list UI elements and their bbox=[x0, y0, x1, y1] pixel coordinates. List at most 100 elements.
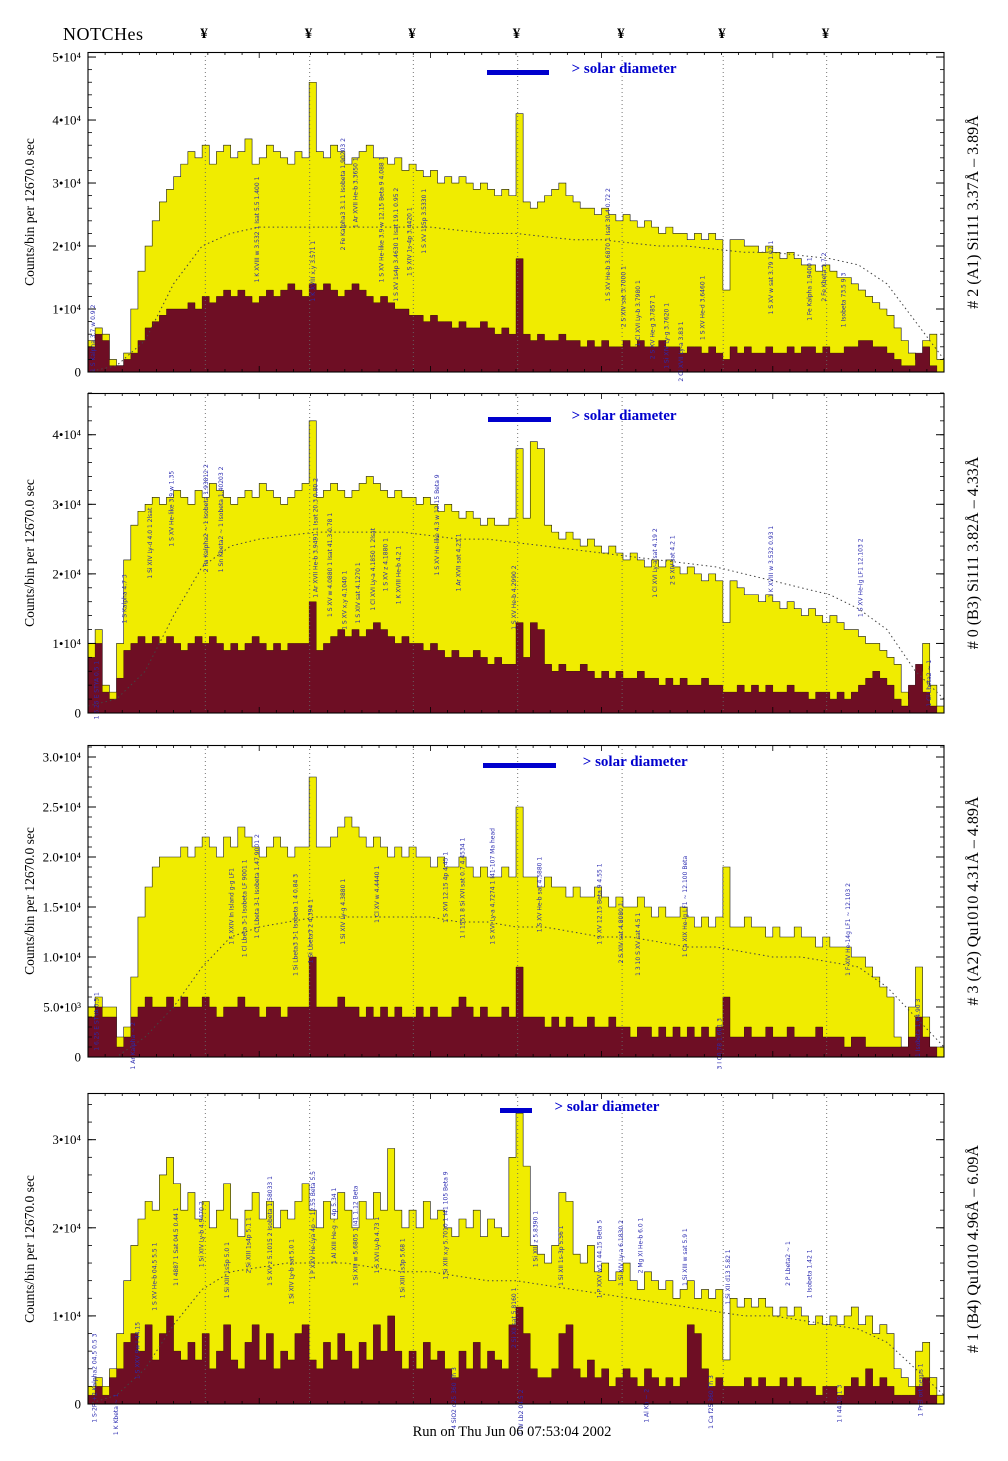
svg-text:2 P Lbeta2 ~ 1: 2 P Lbeta2 ~ 1 bbox=[785, 1241, 792, 1286]
svg-text:1 Cl XVI Ly-a sat 4.19 2: 1 Cl XVI Ly-a sat 4.19 2 bbox=[652, 528, 659, 598]
svg-text:1 S XVI Ly-a 4.7274 1 I41-107: 1 S XVI Ly-a 4.7274 1 I41-107 Ma head bbox=[490, 828, 497, 945]
svg-text:2•10⁴: 2•10⁴ bbox=[52, 239, 81, 254]
svg-text:0: 0 bbox=[75, 1050, 82, 1065]
svg-text:1.5•10⁴: 1.5•10⁴ bbox=[43, 900, 82, 915]
svg-text:1 Isobeta 1.64.90 3: 1 Isobeta 1.64.90 3 bbox=[915, 998, 922, 1057]
svg-text:2.0•10⁴: 2.0•10⁴ bbox=[43, 850, 82, 865]
svg-text:1 S XV He-like 3.9 w 12.15 Bet: 1 S XV He-like 3.9 w 12.15 Beta 9 4.088 … bbox=[378, 156, 385, 282]
svg-text:2•10⁴: 2•10⁴ bbox=[52, 1220, 81, 1235]
svg-text:1 PrEl ort nexus 1: 1 PrEl ort nexus 1 bbox=[918, 1363, 925, 1416]
notches-label: NOTCHes bbox=[63, 24, 144, 44]
svg-text:1 Ar Kalpha ~ 2: 1 Ar Kalpha ~ 2 bbox=[130, 1022, 137, 1070]
svg-text:2 Cl XVII Ly-a 3.83 1: 2 Cl XVII Ly-a 3.83 1 bbox=[678, 321, 685, 381]
svg-text:1 S XV 1s5p 3.5330 1: 1 S XV 1s5p 3.5330 1 bbox=[421, 189, 428, 254]
svg-text:5•10⁴: 5•10⁴ bbox=[52, 50, 81, 65]
svg-text:1 Ca f25 360 Th 3: 1 Ca f25 360 Th 3 bbox=[708, 1375, 715, 1429]
svg-text:1 Si XIII w sat 5.9 1: 1 Si XIII w sat 5.9 1 bbox=[682, 1228, 689, 1286]
notch-symbol: ¥ bbox=[718, 26, 726, 42]
svg-text:1 S XV He-b 04.5 5.5 1: 1 S XV He-b 04.5 5.5 1 bbox=[151, 1242, 158, 1310]
svg-text:1 Cl XVI Ly-b 3.7980 1: 1 Cl XVI Ly-b 3.7980 1 bbox=[635, 280, 642, 346]
svg-text:1 K XVIII w 3.532 1 Isat 5.5 1: 1 K XVIII w 3.532 1 Isat 5.5 1.400 1 bbox=[254, 176, 261, 282]
svg-text:2 Si XII sat 5.8160 1: 2 Si XII sat 5.8160 1 bbox=[511, 1287, 518, 1348]
svg-text:1.0•10⁴: 1.0•10⁴ bbox=[43, 950, 82, 965]
spectrum-chart-4: 1 S-2R +2 Kalpha2 04.5 0.5 3 1 K Kbeta ~ … bbox=[52, 1092, 945, 1435]
svg-text:0: 0 bbox=[75, 365, 82, 380]
svg-text:1 6.25 E STYA 0.5 1: 1 6.25 E STYA 0.5 1 bbox=[93, 992, 100, 1051]
notch-symbol: ¥ bbox=[408, 26, 416, 42]
svg-text:1 Isobeta 73.5 9 3: 1 Isobeta 73.5 9 3 bbox=[841, 272, 848, 327]
svg-text:1 Si XIV Ly-b sat 5.0 1: 1 Si XIV Ly-b sat 5.0 1 bbox=[288, 1239, 295, 1305]
svg-text:1 Si Lbeta3 2 4.394 1: 1 Si Lbeta3 2 4.394 1 bbox=[307, 899, 314, 964]
svg-text:1 S XIV sat 4.1270 1: 1 S XIV sat 4.1270 1 bbox=[355, 562, 362, 623]
svg-text:1 Si XII d13 5.82 1: 1 Si XII d13 5.82 1 bbox=[725, 1249, 732, 1304]
svg-text:0: 0 bbox=[75, 706, 82, 721]
svg-text:1 S XV 1s4p 3.4630 1 Isat 19.1: 1 S XV 1s4p 3.4630 1 Isat 19.1 0.95 2 bbox=[393, 188, 400, 302]
svg-text:2 Fe Kbeta 1.7 2: 2 Fe Kbeta 1.7 2 bbox=[821, 252, 828, 301]
svg-text:1 K XVIII w 3.532 0.93 1: 1 K XVIII w 3.532 0.93 1 bbox=[768, 526, 775, 598]
svg-text:1 S XVI 12.15 4p 4.45 1: 1 S XVI 12.15 4p 4.45 1 bbox=[443, 852, 450, 923]
svg-text:3•10⁴: 3•10⁴ bbox=[52, 497, 81, 512]
svg-text:1 Ar XVII He-b 3.9491 1 Isat 2: 1 Ar XVII He-b 3.9491 1 Isat 20.3 0.80 2 bbox=[312, 478, 319, 598]
svg-text:1 Al XIII He-g ~ 4p 5.34 1: 1 Al XIII He-g ~ 4p 5.34 1 bbox=[331, 1188, 338, 1265]
svg-text:1 S XXV 9w I 44.15: 1 S XXV 9w I 44.15 bbox=[134, 1322, 141, 1379]
svg-text:3.0•10⁴: 3.0•10⁴ bbox=[43, 750, 82, 765]
svg-text:1 S XV w sat 3.79 1.07 1: 1 S XV w sat 3.79 1.07 1 bbox=[768, 240, 775, 314]
svg-text:1 P XXV He-Lya 4p ~ 12.55 Beta: 1 P XXV He-Lya 4p ~ 12.55 Beta 5.5 bbox=[310, 1171, 317, 1280]
svg-text:1 S XV He-b 3.6870 1 Isat 30.4: 1 S XV He-b 3.6870 1 Isat 30.4 0.72 2 bbox=[605, 188, 612, 302]
svg-text:1 Cl Lbeta 3-1 Isobeta 1.47 90: 1 Cl Lbeta 3-1 Isobeta 1.47 9001 2 bbox=[254, 834, 261, 938]
svg-text:1 Si XIII z 5.8390 1: 1 Si XIII z 5.8390 1 bbox=[532, 1211, 539, 1267]
svg-text:1 Sn Kbeta2 ~ 1 Isobeta 1.4020: 1 Sn Kbeta2 ~ 1 Isobeta 1.40203 2 bbox=[218, 466, 225, 572]
svg-text:1 Al Kb ~ 2: 1 Al Kb ~ 2 bbox=[644, 1389, 651, 1423]
svg-text:1 Si XIV Ly-b 4.9470 2: 1 Si XIV Ly-b 4.9470 2 bbox=[199, 1201, 206, 1267]
y-axis-title: Counts/bin per 12670.0 sec bbox=[22, 479, 37, 627]
svg-text:1•10⁴: 1•10⁴ bbox=[52, 302, 81, 317]
solar-diameter-label: > solar diameter bbox=[582, 754, 688, 770]
svg-text:1 6.25 E STYA 0.5 1: 1 6.25 E STYA 0.5 1 bbox=[93, 661, 100, 720]
svg-text:1 S XIV 1s-4p 3.4420 1: 1 S XIV 1s-4p 3.4420 1 bbox=[407, 207, 414, 276]
svg-text:1 Si XIII x,y 5.7010 1 I41 105: 1 Si XIII x,y 5.7010 1 I41 105 Beta 9 bbox=[443, 1171, 450, 1279]
svg-text:0: 0 bbox=[75, 1397, 82, 1412]
svg-text:1 K XVIII x,y 3.571 1: 1 K XVIII x,y 3.571 1 bbox=[310, 241, 317, 302]
y-axis-title: Counts/bin per 12670.0 sec bbox=[22, 827, 37, 975]
svg-text:1 Si XIV Ly-a 6.1830 2: 1 Si XIV Ly-a 6.1830 2 bbox=[618, 1220, 625, 1286]
svg-text:1 S XV w 4.0880 1 Isat 41.3 0.: 1 S XV w 4.0880 1 Isat 41.3 0.78 1 bbox=[327, 513, 334, 617]
svg-text:2 S XIV sat 4.8080 1: 2 S XIV sat 4.8080 1 bbox=[618, 902, 625, 963]
svg-text:5.0•10³: 5.0•10³ bbox=[43, 1000, 81, 1015]
channel-label-4: # 1 (B4) Qu1010 4.96Å – 6.09Å bbox=[965, 1144, 982, 1353]
svg-text:2 Pa Kalpha2 ~ 1 Isobeta 1.938: 2 Pa Kalpha2 ~ 1 Isobeta 1.93812 2 bbox=[203, 464, 210, 572]
svg-text:1•10⁴: 1•10⁴ bbox=[52, 636, 81, 651]
svg-text:1 S XV He-like 3.9 w 1.35: 1 S XV He-like 3.9 w 1.35 bbox=[169, 471, 176, 547]
svg-text:1 Si XIII 1s3p 5.68 1: 1 Si XIII 1s3p 5.68 1 bbox=[400, 1238, 407, 1298]
notch-symbol: ¥ bbox=[617, 26, 625, 42]
svg-text:2 Si XIII 1s4p 5.1 1: 2 Si XIII 1s4p 5.1 1 bbox=[246, 1217, 253, 1273]
svg-text:3 I 00.78 1.601 3: 3 I 00.78 1.601 3 bbox=[716, 1018, 723, 1070]
svg-text:3•10⁴: 3•10⁴ bbox=[52, 176, 81, 191]
svg-text:4•10⁴: 4•10⁴ bbox=[52, 427, 81, 442]
svg-text:1 P XXV w5 I 44.15 Beta 5: 1 P XXV w5 I 44.15 Beta 5 bbox=[597, 1220, 604, 1299]
svg-text:1 Fe Kalpha 1.9400 1: 1 Fe Kalpha 1.9400 1 bbox=[806, 257, 813, 321]
svg-text:1 S XV He-d 3.6460 1: 1 S XV He-d 3.6460 1 bbox=[699, 275, 706, 340]
solar-diameter-label: > solar diameter bbox=[554, 1099, 660, 1115]
svg-text:2 S XIV sat 4.2 1: 2 S XIV sat 4.2 1 bbox=[669, 535, 676, 585]
solar-diameter-label: > solar diameter bbox=[571, 408, 677, 424]
svg-text:1 Si XII 1s-3p 5.56 1: 1 Si XII 1s-3p 5.56 1 bbox=[558, 1225, 565, 1286]
solar-diameter-bar bbox=[483, 763, 557, 768]
svg-text:1 S XV He-like 4.3 w 12.15 Bet: 1 S XV He-like 4.3 w 12.15 Beta 9 bbox=[434, 474, 441, 575]
svg-text:1 F XXIV In Island g-g LF1: 1 F XXIV In Island g-g LF1 bbox=[229, 868, 236, 945]
spectrum-chart-2: 1 6.25 E STYA 0.5 1 1 S Kalpha 4.7 3 1 Si … bbox=[52, 392, 945, 721]
svg-text:1 S XVI Ly-b 4.73 1: 1 S XVI Ly-b 4.73 1 bbox=[374, 1217, 381, 1274]
solar-diameter-bar bbox=[499, 1108, 533, 1113]
notch-symbol: ¥ bbox=[304, 26, 313, 42]
notch-symbol: ¥ bbox=[200, 26, 208, 42]
svg-text:1 Cl Lbeta2 ~ 1: 1 Cl Lbeta2 ~ 1 bbox=[926, 660, 933, 707]
channel-label-3: # 3 (A2) Qu1010 4.31Å – 4.89Å bbox=[965, 796, 982, 1006]
svg-text:1 Si Lbeta3 3-1 Isobeta 1 4 0.: 1 Si Lbeta3 3-1 Isobeta 1 4 0.84 3 bbox=[293, 874, 300, 976]
svg-text:1 Cl XVI Ly-a 4.1850 1 2lsat: 1 Cl XVI Ly-a 4.1850 1 2lsat bbox=[370, 527, 377, 610]
svg-text:4 SiO2 d25 360 7h 3: 4 SiO2 d25 360 7h 3 bbox=[451, 1367, 458, 1429]
y-axis-title: Counts/bin per 12670.0 sec bbox=[22, 1174, 37, 1323]
svg-text:2 S XIV sat 3.7000 1: 2 S XIV sat 3.7000 1 bbox=[621, 266, 628, 327]
svg-text:1 Si XIII w 5.6805 1 I41 1.12: 1 Si XIII w 5.6805 1 I41 1.12 Beta bbox=[353, 1185, 360, 1286]
svg-text:1 Cl Lbeta 3-1 Isobeta LF 9001: 1 Cl Lbeta 3-1 Isobeta LF 9001 1 bbox=[241, 859, 248, 957]
solar-diameter-bar bbox=[487, 417, 552, 422]
